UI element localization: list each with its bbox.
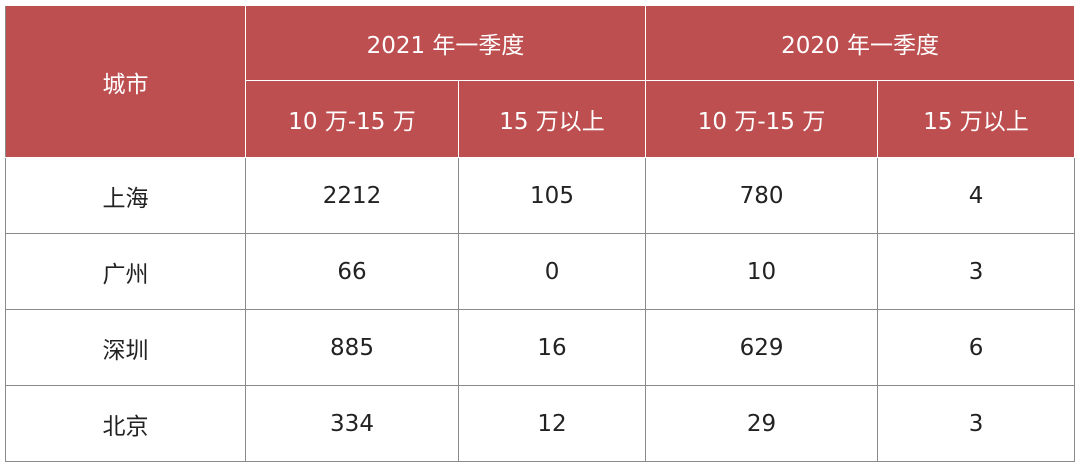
table-row: 广州 66 0 10 3 xyxy=(5,233,1076,310)
table-row: 北京 334 12 29 3 xyxy=(5,385,1076,462)
city-cell: 北京 xyxy=(5,385,246,462)
value-cell: 885 xyxy=(245,309,459,386)
value-cell: 10 xyxy=(645,233,879,310)
value-cell: 105 xyxy=(457,157,647,234)
header-cell: 2021 年一季度 xyxy=(244,5,647,81)
value-cell: 2212 xyxy=(245,157,459,234)
header-cell: 15 万以上 xyxy=(457,80,647,158)
header-cell: 2020 年一季度 xyxy=(645,5,1076,81)
header-row: 城市 2021 年一季度 2020 年一季度 xyxy=(5,5,1076,158)
header-cell: 城市 xyxy=(5,5,246,158)
value-cell: 780 xyxy=(645,157,879,234)
value-cell: 29 xyxy=(645,385,879,462)
table-body: 上海 2212 105 780 4 广州 66 0 10 3 深圳 885 16 629 6 北京 334 12 2… xyxy=(5,157,1076,462)
value-cell: 0 xyxy=(457,233,647,310)
header-cell: 15 万以上 xyxy=(877,80,1076,158)
value-cell: 3 xyxy=(877,385,1076,462)
header-cell: 10 万-15 万 xyxy=(245,80,459,158)
table-row: 深圳 885 16 629 6 xyxy=(5,309,1076,386)
value-cell: 4 xyxy=(877,157,1076,234)
table-header: 城市 2021 年一季度 2020 年一季度 10 万-15 万 15 万以上 … xyxy=(5,5,1076,158)
header-cell: 10 万-15 万 xyxy=(645,80,879,158)
header-row: 10 万-15 万 15 万以上 10 万-15 万 15 万以上 xyxy=(6,80,1076,158)
table-row: 上海 2212 105 780 4 xyxy=(5,157,1076,234)
value-cell: 334 xyxy=(245,385,459,462)
value-cell: 3 xyxy=(877,233,1076,310)
data-table: 城市 2021 年一季度 2020 年一季度 10 万-15 万 15 万以上 … xyxy=(5,5,1076,462)
value-cell: 629 xyxy=(645,309,879,386)
value-cell: 16 xyxy=(457,309,647,386)
value-cell: 6 xyxy=(877,309,1076,386)
city-cell: 广州 xyxy=(5,233,246,310)
city-cell: 深圳 xyxy=(5,309,246,386)
value-cell: 66 xyxy=(245,233,459,310)
value-cell: 12 xyxy=(457,385,647,462)
city-cell: 上海 xyxy=(5,157,246,234)
